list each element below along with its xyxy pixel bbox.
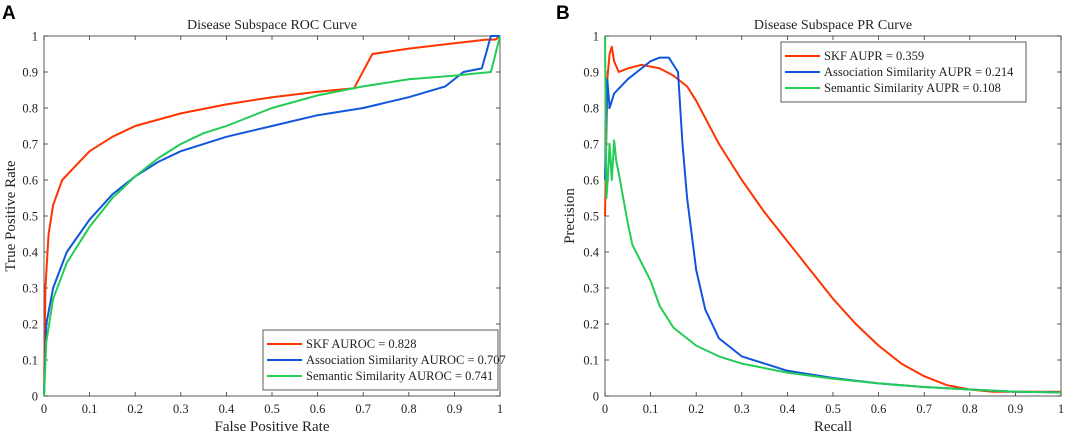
y-tick-label-a: 0.1 [22, 354, 38, 368]
y-tick-label-a: 0.7 [22, 138, 38, 152]
x-tick-label-b: 0.5 [825, 402, 841, 416]
x-tick-label-a: 0.1 [82, 402, 98, 416]
y-tick-label-b: 0.8 [583, 102, 599, 116]
y-tick-label-b: 0.4 [583, 246, 599, 260]
panel-label-b: B [556, 3, 570, 24]
panel-label-a: A [2, 3, 16, 24]
panel-a-roc: A Disease Subspace ROC Curve False Posit… [2, 3, 506, 435]
y-tick-label-a: 0.6 [22, 174, 38, 188]
series-line-b-semantic [604, 35, 1062, 394]
x-tick-label-a: 0.8 [401, 402, 417, 416]
x-tick-label-b: 0.9 [1008, 402, 1024, 416]
x-tick-label-b: 0.7 [916, 402, 932, 416]
y-tick-label-b: 0.9 [583, 66, 599, 80]
series-line-a-skf [43, 35, 501, 397]
x-axis-label-a: False Positive Rate [215, 419, 330, 435]
x-tick-label-b: 0.1 [643, 402, 659, 416]
legend-label-a-skf: SKF AUROC = 0.828 [306, 337, 417, 351]
chart-title-b: Disease Subspace PR Curve [754, 18, 912, 33]
legend-label-b-association: Association Similarity AUPR = 0.214 [824, 65, 1014, 79]
panel-b-pr: B Disease Subspace PR Curve Recall Preci… [556, 3, 1064, 435]
x-axis-label-b: Recall [814, 419, 852, 435]
x-tick-label-a: 0.2 [127, 402, 143, 416]
legend-label-a-association: Association Similarity AUROC = 0.707 [306, 353, 506, 367]
y-tick-label-a: 0 [32, 390, 38, 404]
legend-label-b-skf: SKF AUPR = 0.359 [824, 49, 924, 63]
series-line-a-semantic [43, 35, 501, 397]
y-tick-label-b: 0 [593, 390, 599, 404]
y-tick-label-b: 0.1 [583, 354, 599, 368]
y-tick-label-b: 0.5 [583, 210, 599, 224]
ticks-b: 0 0.1 0.2 0.3 0.4 0.5 0.6 0.7 0.8 0.9 1 0 0.1 0.2 0.3 0… [583, 30, 1064, 417]
legend-box-a [262, 329, 499, 391]
y-tick-label-a: 0.8 [22, 102, 38, 116]
legend-box-b [780, 41, 1027, 103]
legend-b: SKF AUPR = 0.359 Association Similarity … [780, 41, 1027, 103]
y-tick-label-b: 0.6 [583, 174, 599, 188]
x-tick-label-a: 0.5 [264, 402, 280, 416]
x-tick-label-a: 0.6 [310, 402, 326, 416]
ticks-a: 0 0.1 0.2 0.3 0.4 0.5 0.6 0.7 0.8 0.9 1 0 0.1 0.2 0.3 0… [22, 30, 503, 417]
y-tick-label-a: 1 [32, 30, 38, 44]
x-tick-label-a: 0.7 [355, 402, 371, 416]
legend-label-b-semantic: Semantic Similarity AUPR = 0.108 [824, 81, 1001, 95]
x-tick-label-a: 1 [497, 402, 503, 416]
series-line-a-association [43, 35, 500, 397]
y-tick-label-a: 0.3 [22, 282, 38, 296]
x-tick-label-b: 0.8 [962, 402, 978, 416]
legend-label-a-semantic: Semantic Similarity AUROC = 0.741 [306, 369, 493, 383]
x-tick-label-b: 0.6 [871, 402, 887, 416]
x-tick-label-b: 0.4 [780, 402, 796, 416]
y-tick-label-a: 0.4 [22, 246, 38, 260]
series-lines-a [43, 35, 501, 397]
chart-title-a: Disease Subspace ROC Curve [187, 18, 357, 33]
legend-a: SKF AUROC = 0.828 Association Similarity… [262, 329, 506, 391]
x-tick-label-a: 0.4 [219, 402, 235, 416]
x-tick-label-b: 0 [602, 402, 608, 416]
y-tick-label-a: 0.9 [22, 66, 38, 80]
x-tick-label-b: 0.3 [734, 402, 750, 416]
series-line-b-skf [604, 45, 1061, 393]
series-lines-b [604, 35, 1062, 394]
x-tick-label-a: 0 [41, 402, 47, 416]
y-axis-label-b: Precision [562, 188, 578, 244]
x-tick-label-b: 0.2 [688, 402, 704, 416]
y-tick-label-b: 0.3 [583, 282, 599, 296]
y-tick-label-b: 0.7 [583, 138, 599, 152]
y-axis-label-a: True Positive Rate [3, 160, 19, 271]
x-tick-label-b: 1 [1058, 402, 1064, 416]
y-tick-label-b: 0.2 [583, 318, 599, 332]
x-tick-label-a: 0.9 [447, 402, 463, 416]
y-tick-label-b: 1 [593, 30, 599, 44]
x-tick-label-a: 0.3 [173, 402, 189, 416]
y-tick-label-a: 0.2 [22, 318, 38, 332]
y-tick-label-a: 0.5 [22, 210, 38, 224]
